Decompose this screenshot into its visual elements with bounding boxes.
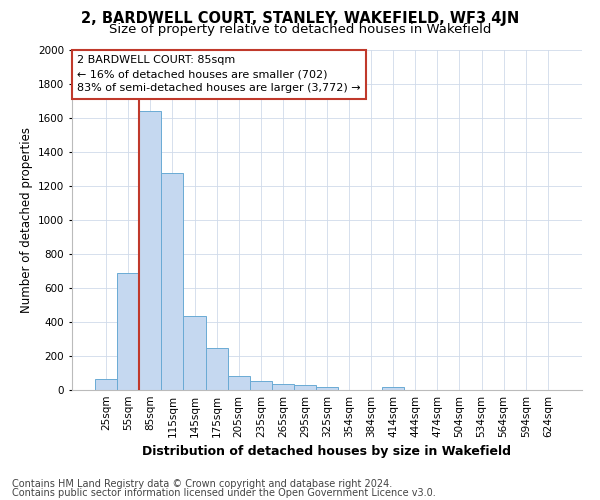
Bar [250, 380, 272, 390]
Text: Size of property relative to detached houses in Wakefield: Size of property relative to detached ho… [109, 22, 491, 36]
Bar [95, 379, 117, 390]
Text: 2, BARDWELL COURT, STANLEY, WAKEFIELD, WF3 4JN: 2, BARDWELL COURT, STANLEY, WAKEFIELD, W… [81, 11, 519, 26]
Y-axis label: Number of detached properties: Number of detached properties [20, 127, 32, 313]
Bar [184, 316, 206, 390]
Text: Contains HM Land Registry data © Crown copyright and database right 2024.: Contains HM Land Registry data © Crown c… [12, 479, 392, 489]
Bar [161, 174, 184, 390]
Bar [294, 385, 316, 390]
X-axis label: Distribution of detached houses by size in Wakefield: Distribution of detached houses by size … [143, 446, 511, 458]
Bar [227, 376, 250, 390]
Bar [382, 386, 404, 390]
Bar [139, 111, 161, 390]
Bar [117, 272, 139, 390]
Bar [316, 386, 338, 390]
Bar [206, 348, 227, 390]
Text: 2 BARDWELL COURT: 85sqm
← 16% of detached houses are smaller (702)
83% of semi-d: 2 BARDWELL COURT: 85sqm ← 16% of detache… [77, 55, 361, 93]
Bar [272, 384, 294, 390]
Text: Contains public sector information licensed under the Open Government Licence v3: Contains public sector information licen… [12, 488, 436, 498]
